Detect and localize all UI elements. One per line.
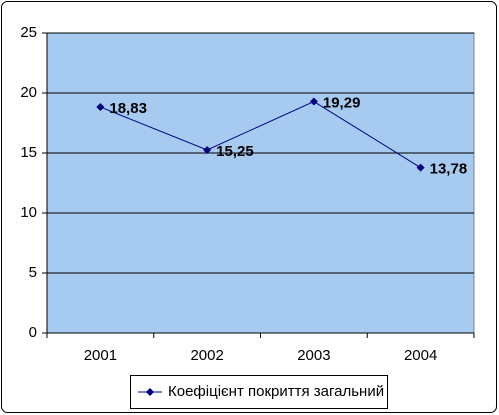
point-marker	[309, 97, 318, 106]
y-tick-label: 5	[29, 264, 37, 281]
point-marker	[416, 163, 425, 172]
x-tick-label: 2003	[297, 347, 330, 364]
point-marker	[96, 103, 105, 112]
y-tick-label: 0	[29, 324, 37, 341]
point-marker	[203, 146, 212, 154]
plot-area	[46, 32, 475, 334]
y-tick-label: 20	[20, 84, 37, 101]
x-tick-label: 2001	[84, 347, 117, 364]
x-tick-label: 2004	[404, 347, 437, 364]
legend-label: Коефіцієнт покриття загальний	[168, 383, 384, 400]
x-tick-label: 2002	[190, 347, 223, 364]
data-label: 13,78	[430, 161, 468, 178]
data-label: 15,25	[216, 143, 254, 160]
y-tick-label: 15	[20, 144, 37, 161]
legend-box	[130, 375, 388, 409]
series-line	[100, 100, 421, 169]
data-label: 19,29	[323, 94, 361, 111]
legend-marker	[146, 388, 154, 396]
data-label: 18,83	[109, 100, 147, 117]
y-tick-label: 25	[20, 24, 37, 41]
y-tick-label: 10	[20, 204, 37, 221]
